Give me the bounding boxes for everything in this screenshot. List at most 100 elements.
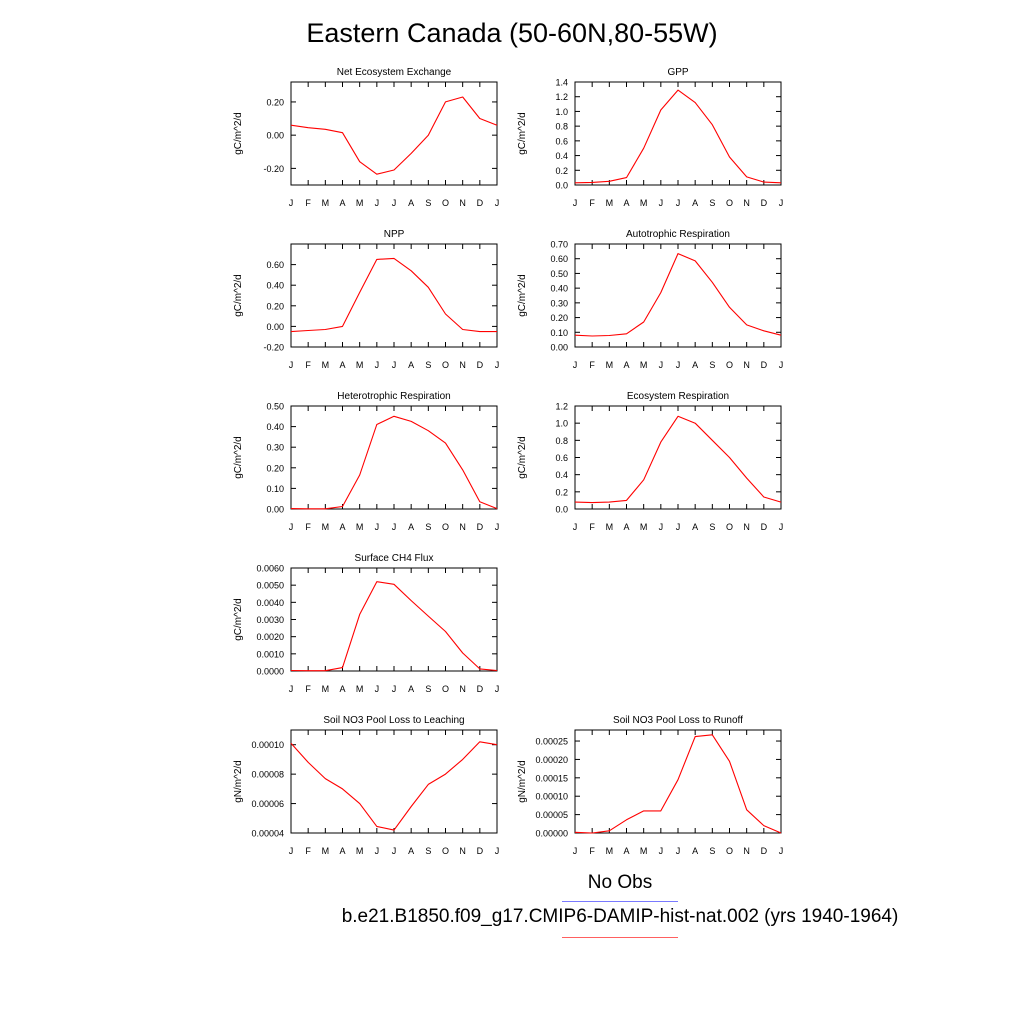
y-axis-label: gC/m^2/d	[233, 274, 244, 317]
plot-frame	[574, 243, 782, 348]
y-axis-label: gC/m^2/d	[517, 274, 528, 317]
x-tick-label: M	[606, 846, 614, 856]
y-tick-label: 0.8	[555, 122, 568, 132]
x-tick-label: A	[339, 684, 345, 694]
x-tick-label: D	[761, 198, 768, 208]
y-tick-label: 0.0020	[256, 632, 284, 642]
x-tick-label: J	[289, 846, 294, 856]
x-tick-label: J	[779, 198, 784, 208]
plot-frame	[290, 729, 498, 834]
x-tick-label: F	[589, 360, 595, 370]
x-tick-label: J	[392, 360, 397, 370]
x-tick-label: J	[495, 846, 500, 856]
x-tick-label: J	[495, 684, 500, 694]
y-tick-label: 0.0	[555, 181, 568, 191]
y-tick-label: 0.20	[266, 97, 284, 107]
x-tick-label: A	[408, 522, 414, 532]
x-tick-label: N	[743, 522, 750, 532]
x-tick-label: F	[305, 360, 311, 370]
x-tick-label: J	[676, 360, 681, 370]
x-tick-label: M	[606, 360, 614, 370]
x-tick-label: S	[425, 684, 431, 694]
y-tick-label: 0.50	[550, 269, 568, 279]
series-line	[574, 415, 782, 504]
x-tick-label: J	[659, 846, 664, 856]
y-axis-label: gC/m^2/d	[233, 112, 244, 155]
x-tick-label: F	[305, 522, 311, 532]
legend-run-line	[562, 937, 678, 938]
y-tick-label: 0.20	[266, 301, 284, 311]
x-tick-label: A	[692, 846, 698, 856]
x-tick-label: S	[425, 360, 431, 370]
x-tick-label: N	[743, 360, 750, 370]
y-tick-label: 0.40	[266, 422, 284, 432]
panel-title: Heterotrophic Respiration	[337, 391, 450, 402]
y-tick-label: 0.4	[555, 151, 568, 161]
y-tick-label: -0.20	[263, 343, 284, 353]
y-tick-label: 0.0060	[256, 564, 284, 574]
x-tick-label: A	[339, 846, 345, 856]
y-tick-label: 0.2	[555, 487, 568, 497]
y-tick-label: 1.4	[555, 78, 568, 88]
y-tick-label: 1.0	[555, 419, 568, 429]
y-tick-label: 0.00008	[251, 770, 284, 780]
plot-frame	[574, 81, 782, 186]
series-line	[290, 415, 498, 510]
x-tick-label: M	[322, 198, 330, 208]
x-tick-label: N	[459, 684, 466, 694]
y-tick-label: 0.70	[550, 240, 568, 250]
x-tick-label: J	[289, 684, 294, 694]
x-tick-label: N	[743, 846, 750, 856]
y-tick-label: 0.00010	[535, 792, 568, 802]
x-tick-label: A	[408, 360, 414, 370]
x-tick-label: J	[779, 360, 784, 370]
y-tick-label: 0.60	[266, 260, 284, 270]
y-axis-label: gN/m^2/d	[233, 760, 244, 803]
x-tick-label: S	[709, 522, 715, 532]
x-tick-label: F	[589, 198, 595, 208]
y-tick-label: 0.30	[550, 298, 568, 308]
x-tick-label: J	[495, 522, 500, 532]
x-tick-label: D	[761, 522, 768, 532]
y-tick-label: 0.6	[555, 453, 568, 463]
x-tick-label: J	[375, 846, 380, 856]
panel-title: Net Ecosystem Exchange	[337, 67, 452, 78]
x-tick-label: J	[392, 684, 397, 694]
x-tick-label: J	[375, 198, 380, 208]
y-tick-label: 0.0040	[256, 598, 284, 608]
x-tick-label: O	[442, 198, 449, 208]
x-tick-label: N	[743, 198, 750, 208]
x-tick-label: A	[408, 684, 414, 694]
y-axis-label: gC/m^2/d	[233, 436, 244, 479]
legend-run-label: b.e21.B1850.f09_g17.CMIP6-DAMIP-hist-nat…	[341, 906, 899, 927]
x-tick-label: J	[573, 198, 578, 208]
x-tick-label: A	[339, 360, 345, 370]
x-tick-label: J	[375, 360, 380, 370]
panel-title: Autotrophic Respiration	[626, 229, 730, 240]
x-tick-label: D	[477, 846, 484, 856]
series-line	[290, 581, 498, 672]
x-tick-label: A	[692, 522, 698, 532]
x-tick-label: J	[779, 846, 784, 856]
y-axis-label: gC/m^2/d	[517, 112, 528, 155]
x-tick-label: M	[356, 198, 364, 208]
x-tick-label: O	[442, 846, 449, 856]
x-tick-label: J	[375, 522, 380, 532]
x-tick-label: A	[623, 198, 629, 208]
x-tick-label: A	[408, 198, 414, 208]
x-tick-label: J	[495, 360, 500, 370]
x-tick-label: O	[726, 846, 733, 856]
y-tick-label: 0.4	[555, 470, 568, 480]
x-tick-label: D	[477, 198, 484, 208]
x-tick-label: F	[305, 198, 311, 208]
x-tick-label: A	[623, 360, 629, 370]
x-tick-label: J	[659, 360, 664, 370]
y-axis-label: gC/m^2/d	[233, 598, 244, 641]
x-tick-label: M	[322, 846, 330, 856]
x-tick-label: J	[659, 198, 664, 208]
panel-title: NPP	[384, 229, 405, 240]
y-tick-label: 0.00	[266, 131, 284, 141]
